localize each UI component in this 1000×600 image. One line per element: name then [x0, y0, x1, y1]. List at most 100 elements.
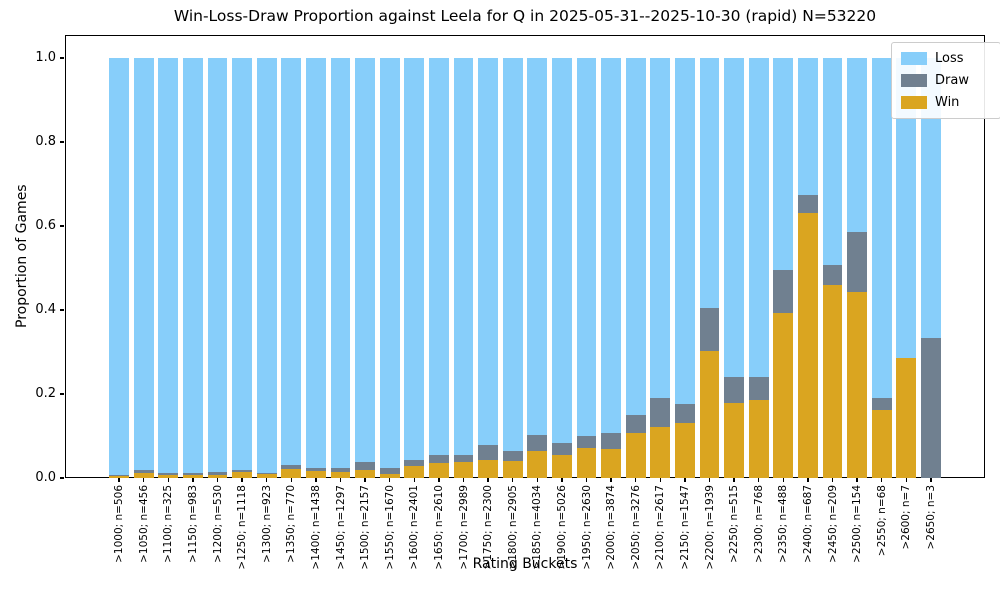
x-tick-mark	[167, 478, 169, 482]
x-tick-mark	[192, 478, 194, 482]
bar-segment-loss	[601, 58, 621, 433]
bar-segment-win	[650, 426, 671, 478]
bar-segment-win	[675, 422, 695, 478]
x-tick-mark	[905, 478, 907, 482]
x-tick-mark	[708, 478, 711, 482]
bar-segment-loss	[429, 58, 449, 455]
bar-segment-loss	[330, 58, 351, 469]
x-tick-label: >2500; n=154	[851, 485, 864, 563]
bar-segment-draw	[675, 404, 695, 423]
x-tick-mark	[758, 478, 760, 482]
x-tick-mark	[782, 478, 784, 482]
bar-segment-loss	[281, 58, 302, 466]
bar-segment-win	[429, 462, 449, 478]
y-tick-label: 0.6	[35, 218, 56, 233]
x-tick-label: >2450; n=209	[826, 485, 839, 563]
bar-segment-loss	[502, 58, 523, 451]
bar-segment-win	[871, 409, 892, 478]
bar-segment-win	[847, 292, 867, 478]
bar-segment-win	[404, 465, 425, 478]
bar-segment-win	[355, 470, 375, 478]
y-tick-label: 0.0	[35, 470, 56, 485]
bar-segment-draw	[576, 435, 597, 449]
bar-segment-loss	[355, 58, 375, 463]
y-tick-mark	[60, 393, 64, 395]
bar-segment-draw	[404, 459, 425, 466]
bar-segment-draw	[847, 232, 867, 293]
bar-segment-win	[601, 448, 621, 478]
x-tick-mark	[290, 478, 292, 482]
bar-segment-loss	[404, 58, 425, 460]
x-tick-mark	[831, 478, 834, 482]
x-tick-label: >1150; n=983	[186, 485, 199, 563]
y-tick-mark	[60, 225, 64, 227]
bar-segment-win	[133, 473, 154, 478]
bar-segment-win	[748, 400, 769, 478]
bar-segment-win	[896, 357, 917, 478]
bar-segment-draw	[502, 450, 523, 461]
x-tick-label: >1100; n=325	[162, 485, 175, 563]
bar-segment-win	[576, 448, 597, 478]
bar-segment-draw	[871, 397, 892, 410]
x-tick-label: >1200; n=530	[211, 485, 224, 563]
bar-segment-loss	[183, 58, 203, 474]
plot-area	[65, 35, 985, 478]
legend: Loss Draw Win	[891, 42, 1000, 119]
bar-segment-loss	[306, 58, 326, 468]
bar-segment-loss	[625, 58, 646, 415]
x-axis-label: Rating Buckets	[472, 556, 578, 572]
legend-label-draw: Draw	[935, 73, 969, 88]
x-tick-mark	[413, 478, 415, 482]
bars-layer	[65, 35, 985, 478]
x-tick-mark	[512, 478, 514, 482]
bar-segment-loss	[527, 58, 548, 435]
bar-segment-draw	[256, 472, 277, 474]
legend-label-loss: Loss	[935, 51, 964, 66]
x-tick-mark	[315, 478, 317, 482]
bar-segment-loss	[552, 58, 572, 444]
bar-segment-loss	[453, 58, 474, 455]
x-tick-label: >1000; n=506	[113, 485, 126, 563]
bar-segment-win	[109, 475, 129, 478]
bar-segment-win	[281, 469, 302, 478]
bar-segment-win	[379, 473, 400, 478]
bar-segment-draw	[355, 462, 375, 471]
y-tick-mark	[60, 57, 64, 59]
bar-segment-loss	[871, 58, 892, 398]
y-axis: 0.0 0.2 0.4 0.6 0.8 1.0	[35, 35, 985, 485]
bar-segment-loss	[896, 58, 917, 358]
bar-segment-draw	[748, 376, 769, 401]
x-tick-mark	[807, 478, 809, 482]
bar-segment-draw	[650, 398, 671, 427]
bar-segment-draw	[281, 465, 302, 470]
x-tick-label: >2600; n=7	[900, 485, 913, 550]
x-tick-mark	[561, 478, 563, 482]
y-tick-mark	[60, 309, 64, 311]
bar-segment-loss	[133, 58, 154, 471]
x-tick-mark	[364, 478, 366, 482]
x-tick-mark	[389, 478, 391, 482]
bar-segment-win	[699, 351, 720, 478]
bar-segment-loss	[478, 58, 498, 446]
bar-segment-loss	[158, 58, 179, 473]
bar-segment-win	[552, 454, 572, 478]
x-axis: >1000; n=506 >1050; n=456 >1100; n=325 >115…	[65, 35, 985, 570]
y-tick-mark	[60, 141, 64, 143]
bar-segment-draw	[798, 194, 818, 214]
draw-swatch-icon	[901, 74, 927, 87]
bar-segment-win	[478, 459, 498, 478]
bar-segment-win	[527, 451, 548, 478]
bar-segment-win	[183, 475, 203, 478]
x-tick-mark	[487, 478, 489, 482]
x-tick-mark	[462, 478, 465, 482]
bar-segment-draw	[306, 467, 326, 471]
bar-segment-draw	[601, 432, 621, 449]
bar-segment-win	[798, 213, 818, 478]
y-tick-label: 0.4	[35, 302, 56, 317]
bar-segment-win	[724, 402, 744, 478]
legend-label-win: Win	[935, 95, 960, 110]
bar-segment-draw	[724, 376, 744, 403]
bar-segment-win	[453, 462, 474, 478]
x-tick-label: >2400; n=687	[801, 485, 814, 563]
x-tick-label: >2550; n=68	[875, 485, 888, 557]
